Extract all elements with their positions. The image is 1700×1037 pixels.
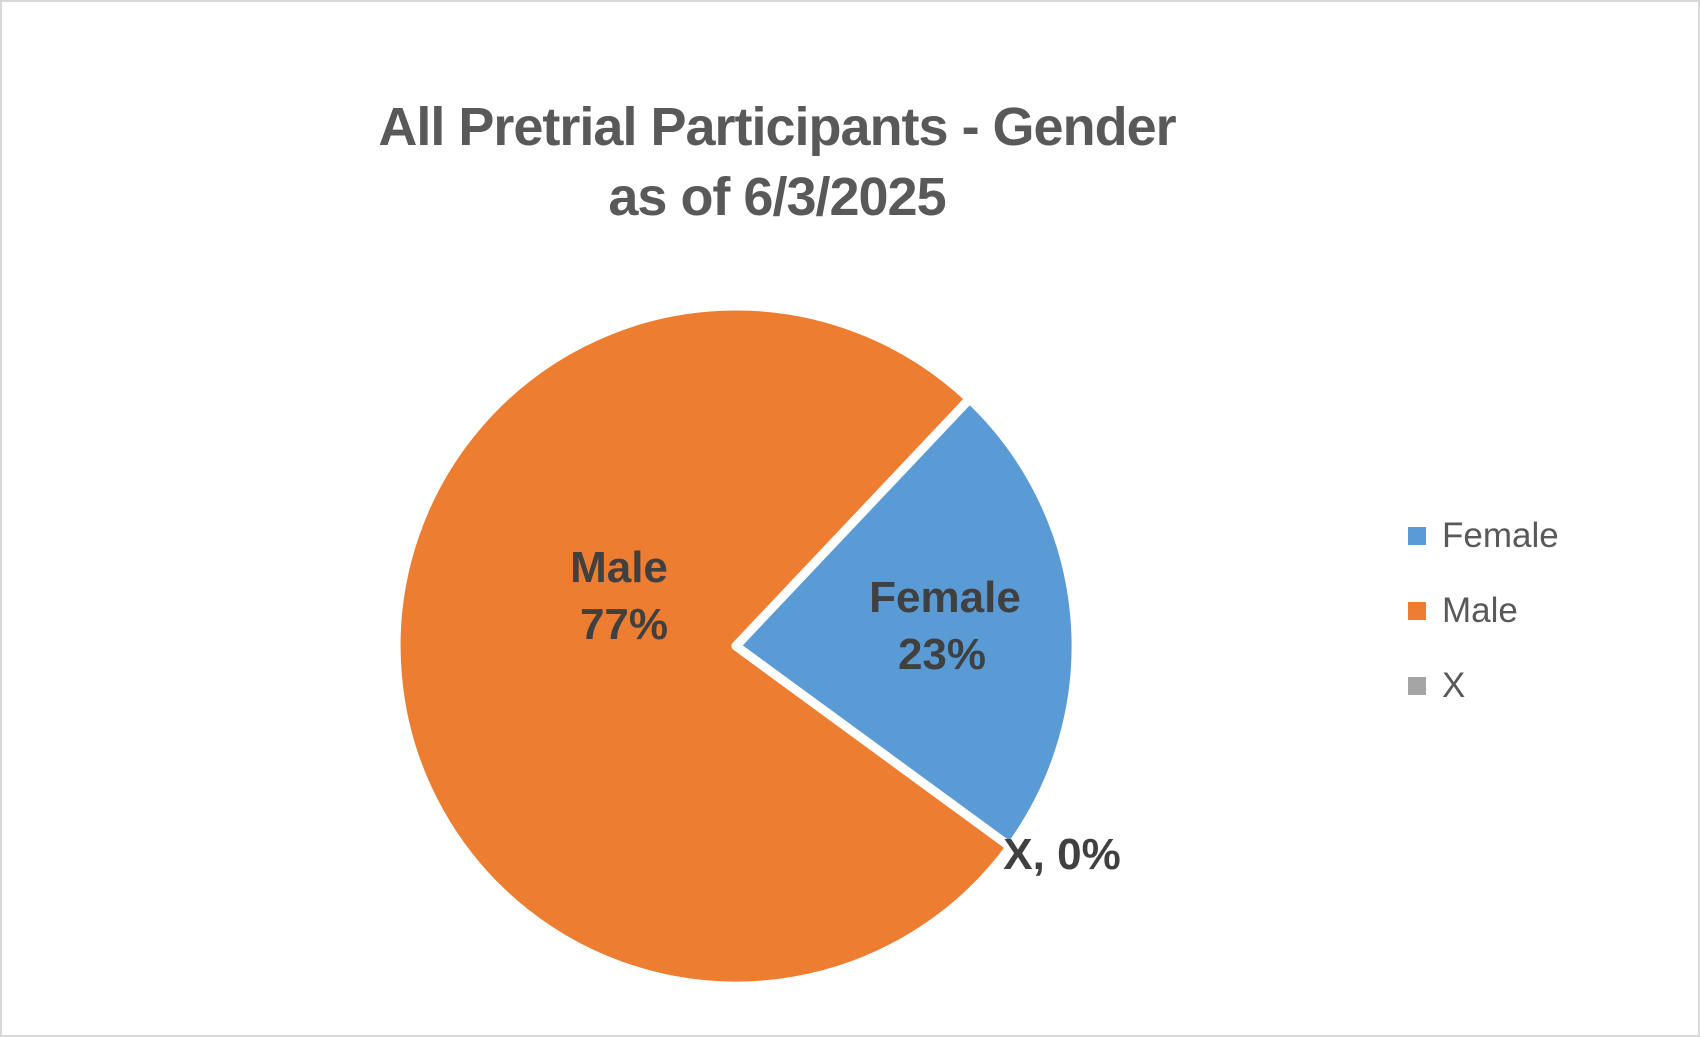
male-slice-label-value: 77%: [580, 600, 668, 649]
female-legend-marker-icon: [1408, 527, 1426, 545]
female-slice-label-value: 23%: [898, 630, 986, 679]
x-slice-label: X, 0%: [1003, 830, 1120, 879]
legend-label-x: X: [1442, 666, 1466, 705]
pie-slice-female[interactable]: [731, 394, 1081, 852]
legend-label-female: Female: [1442, 516, 1559, 555]
legend-item-female[interactable]: Female: [1408, 515, 1559, 557]
male-legend-marker-icon: [1408, 602, 1426, 620]
female-slice-label-name: Female: [869, 573, 1021, 622]
legend-label-male: Male: [1442, 591, 1518, 630]
x-legend-marker-icon: [1408, 677, 1426, 695]
chart-title-line1: All Pretrial Participants - Gender: [378, 97, 1176, 157]
legend-item-male[interactable]: Male: [1408, 590, 1559, 632]
pie-slice-male[interactable]: [391, 301, 1015, 991]
chart-title: All Pretrial Participants - Gender as of…: [2, 92, 1552, 232]
legend-item-x[interactable]: X: [1408, 665, 1559, 707]
chart-title-line2: as of 6/3/2025: [608, 167, 946, 227]
legend: Female Male X: [1408, 515, 1559, 740]
male-slice-label-name: Male: [570, 543, 668, 592]
